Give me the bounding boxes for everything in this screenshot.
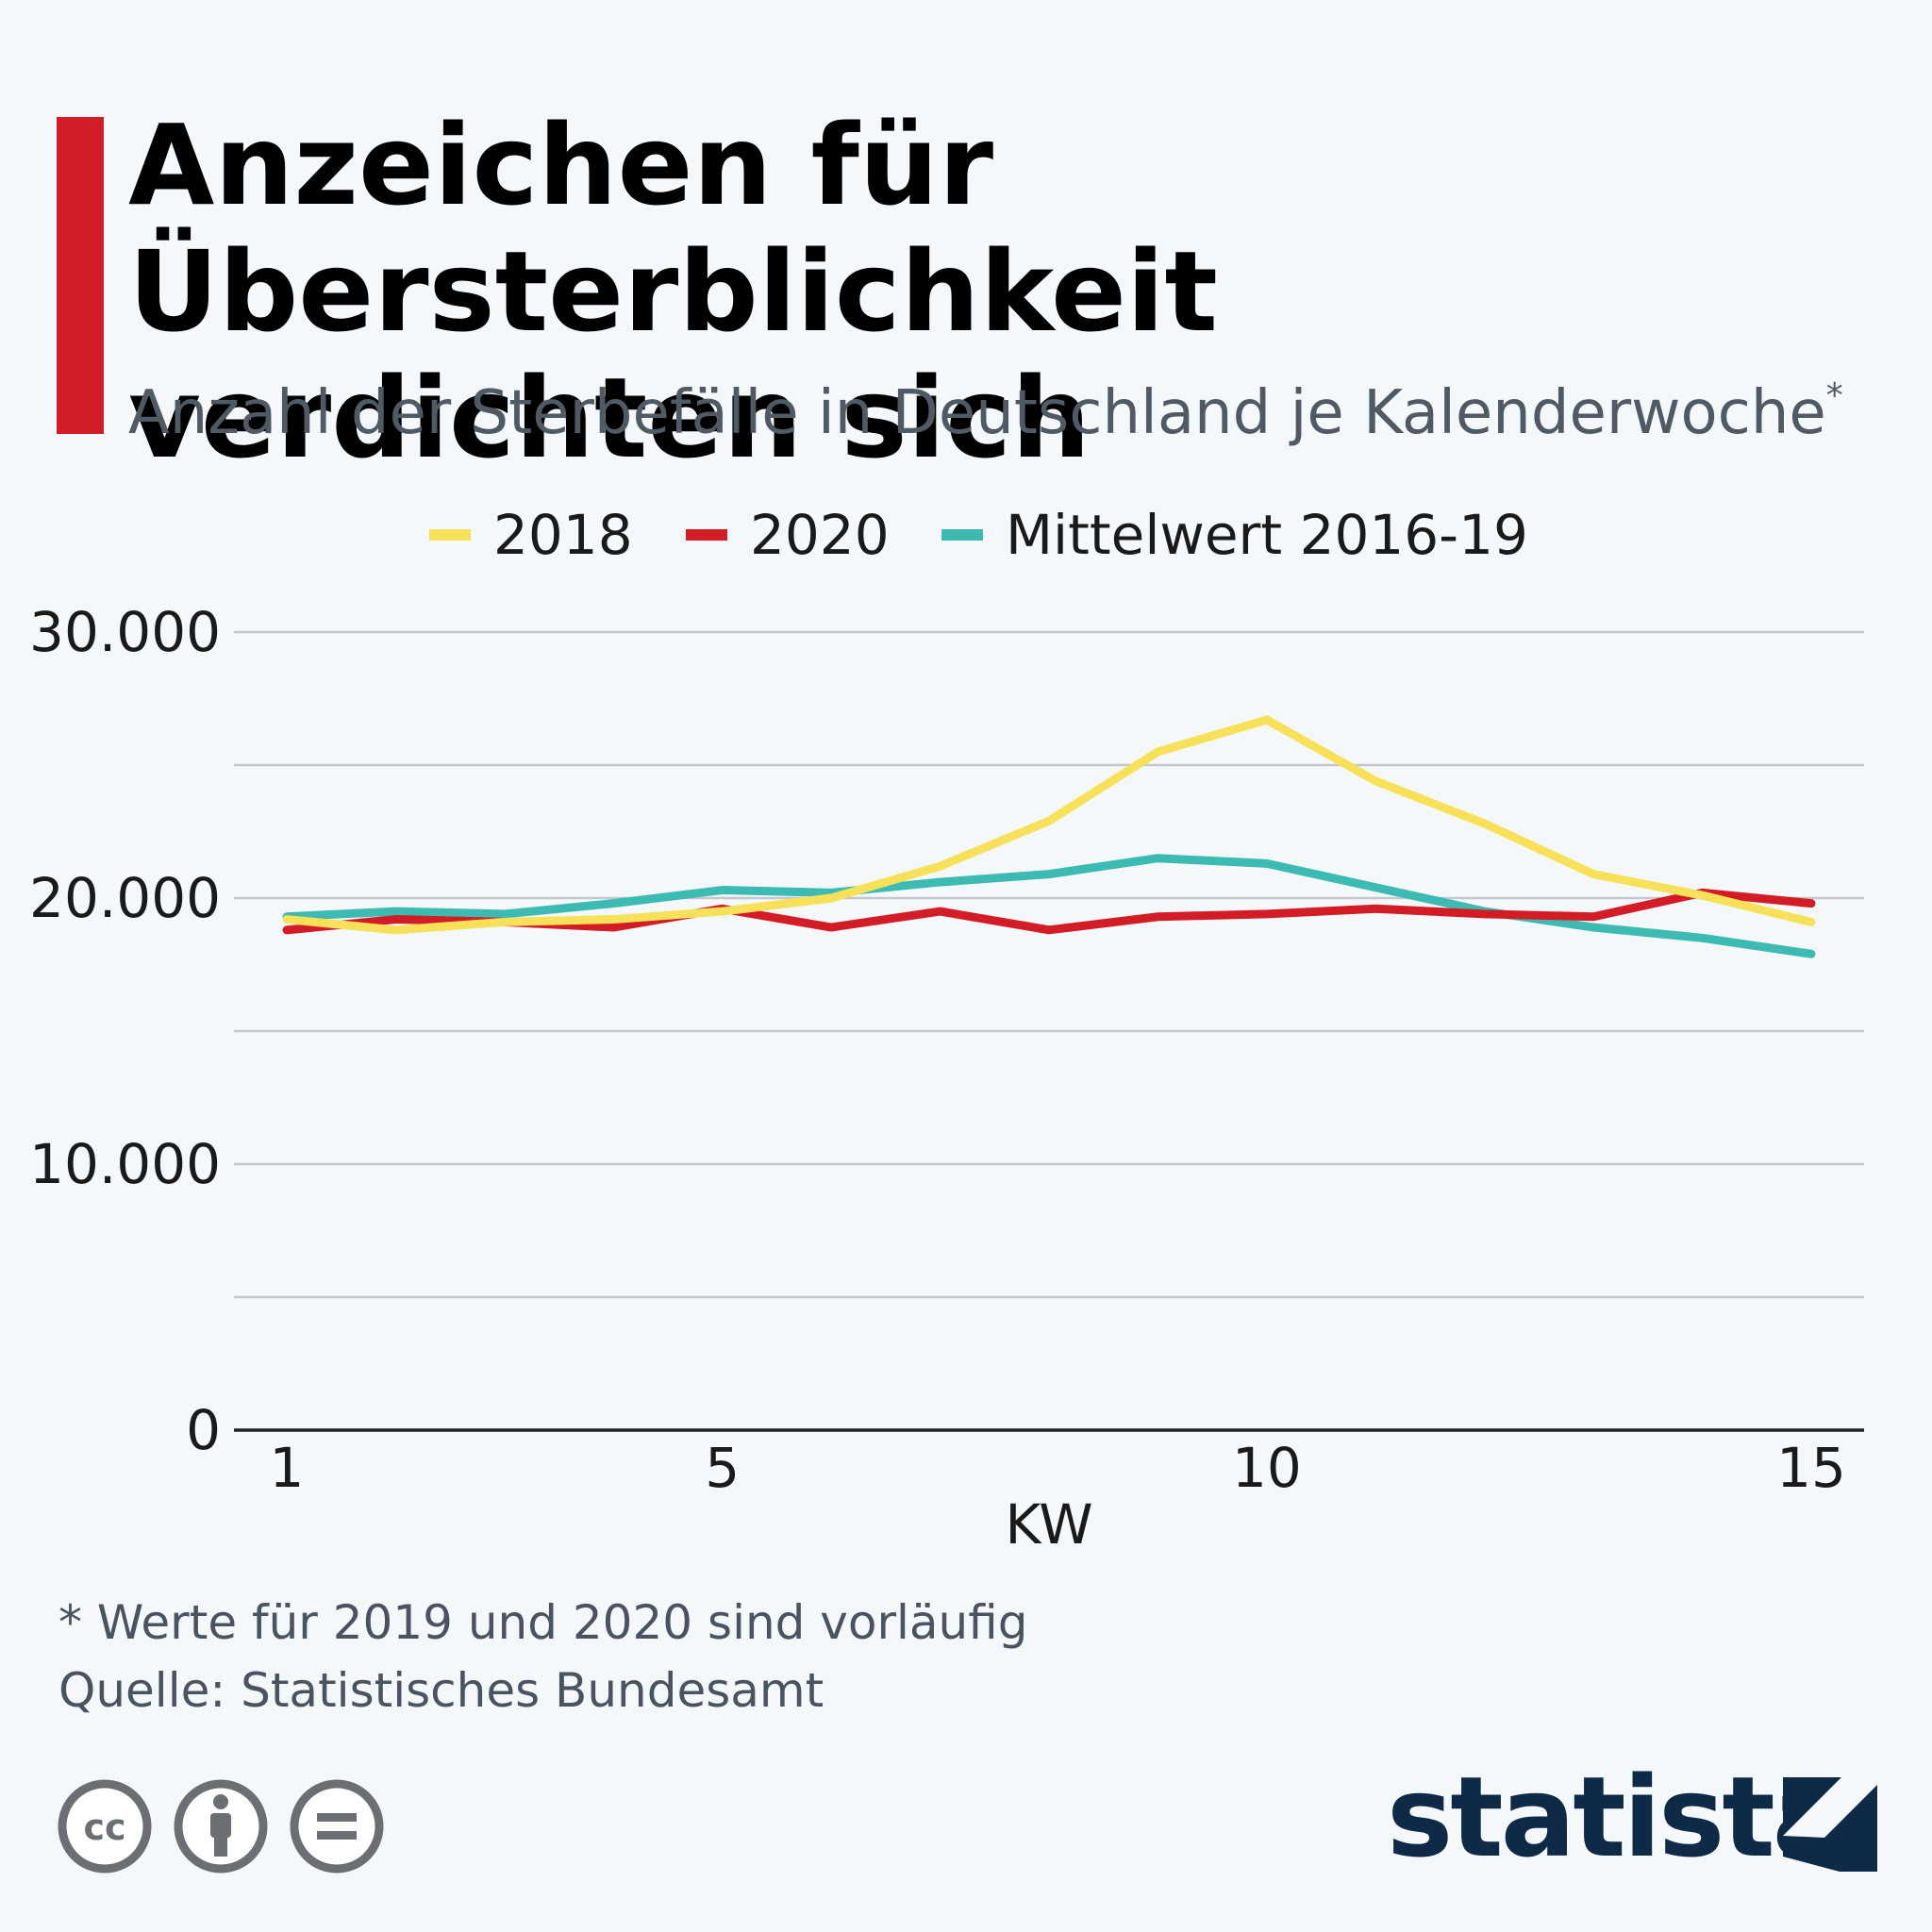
legend-swatch: [686, 529, 727, 541]
nd-equals-icon[interactable]: [290, 1779, 384, 1874]
y-tick-label: 0: [186, 1398, 221, 1462]
y-tick-label: 10.000: [29, 1132, 221, 1196]
series-lines: [282, 715, 1816, 958]
line-chart: 2018 2020 Mittelwert 2016-19 0 10.000 20.000…: [29, 503, 1864, 1557]
legend-swatch: [941, 529, 983, 541]
chart-title: Anzeichen für Übersterblichkeit verdicht…: [128, 100, 1218, 483]
cc-icon[interactable]: cc: [58, 1779, 152, 1874]
gridlines: [234, 630, 1864, 1432]
x-tick-label: 5: [705, 1436, 740, 1500]
source-note: Quelle: Statistisches Bundesamt: [58, 1663, 824, 1718]
y-tick-label: 30.000: [29, 600, 221, 664]
legend-label: Mittelwert 2016-19: [1006, 503, 1528, 567]
license-icons[interactable]: cc: [57, 1777, 396, 1875]
svg-text:cc: cc: [83, 1807, 125, 1848]
series-line-mittelwert-2016-19: [282, 854, 1816, 958]
statista-logo[interactable]: statista: [1387, 1758, 1877, 1885]
brand-name: statista: [1387, 1752, 1847, 1882]
x-axis-label: KW: [1005, 1492, 1092, 1557]
statista-mark-icon: [1783, 1777, 1877, 1872]
legend-swatch: [429, 529, 471, 541]
accent-bar: [57, 117, 104, 434]
legend-label: 2018: [493, 503, 633, 567]
chart-subtitle: Anzahl der Sterbefälle in Deutschland je…: [128, 375, 1843, 451]
by-person-icon[interactable]: [174, 1779, 268, 1874]
legend: 2018 2020 Mittelwert 2016-19: [429, 503, 1528, 567]
footnote: * Werte für 2019 und 2020 sind vorläufig: [58, 1595, 1028, 1650]
y-axis: 0 10.000 20.000 30.000: [29, 600, 221, 1462]
x-tick-label: 1: [270, 1436, 305, 1500]
x-tick-label: 10: [1232, 1436, 1302, 1500]
subtitle-marker: *: [1825, 376, 1843, 415]
series-line-2018: [282, 715, 1816, 935]
subtitle-text: Anzahl der Sterbefälle in Deutschland je…: [128, 378, 1826, 448]
x-tick-label: 15: [1776, 1436, 1846, 1500]
y-tick-label: 20.000: [29, 866, 221, 930]
legend-label: 2020: [750, 503, 890, 567]
